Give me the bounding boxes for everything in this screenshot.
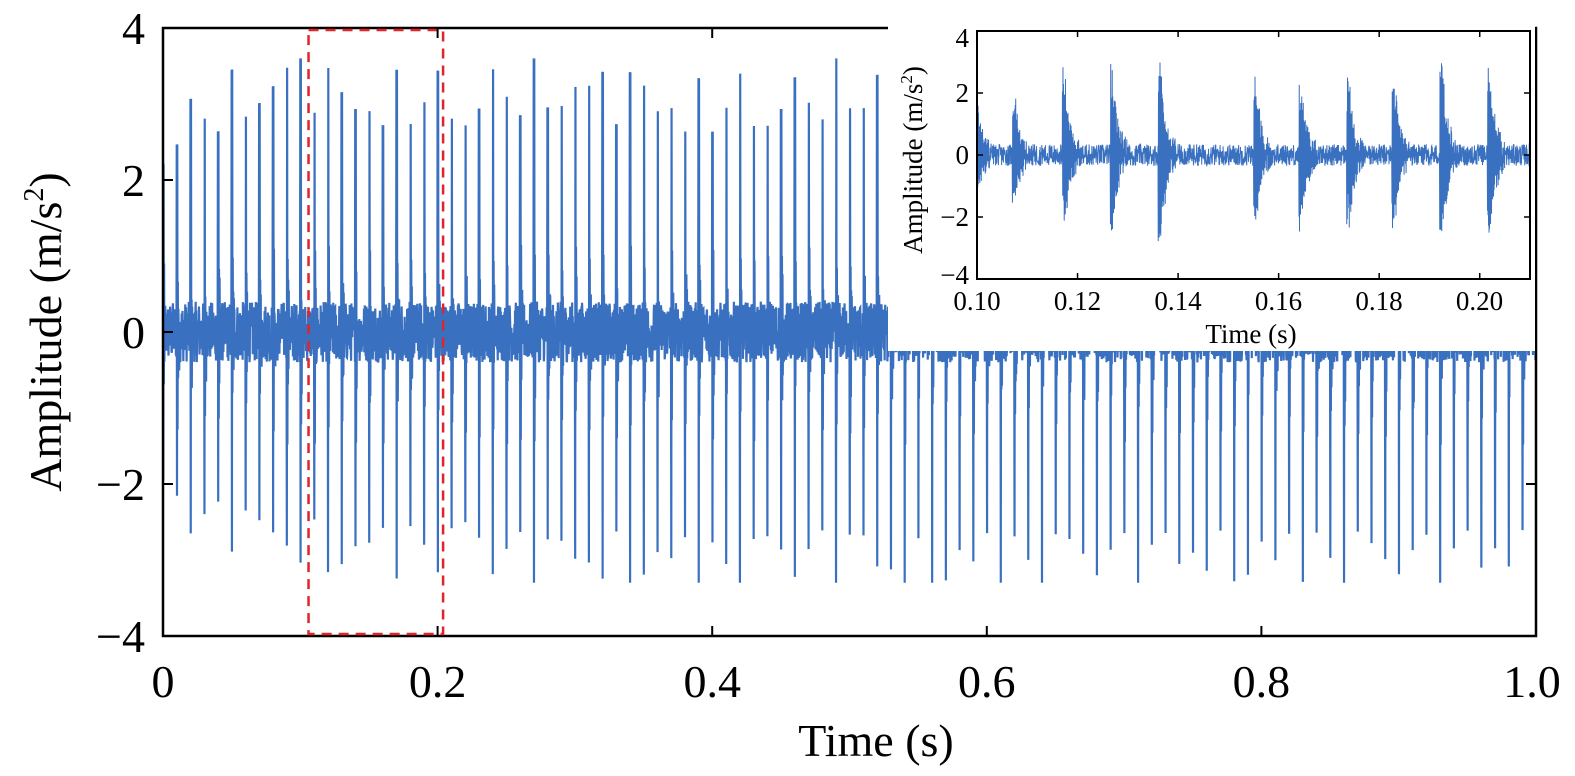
inset-x-tick-label: 0.18 [1355,286,1402,316]
inset-x-tick-label: 0.20 [1456,286,1503,316]
x-tick-label: 1.0 [1503,656,1561,707]
x-tick-label: 0 [152,656,175,707]
x-axis-label: Time (s) [798,715,954,766]
inset-x-tick-label: 0.14 [1154,286,1202,316]
inset-y-tick-label: 0 [956,140,970,170]
y-tick-label: 0 [122,307,145,358]
y-tick-label: −4 [96,611,145,662]
inset-background [888,16,1535,351]
inset-x-tick-label: 0.16 [1255,286,1302,316]
x-tick-label: 0.4 [683,656,741,707]
x-tick-label: 0.8 [1233,656,1291,707]
x-tick-label: 0.6 [958,656,1016,707]
y-tick-label: −2 [96,459,145,510]
y-axis-label: Amplitude (m/s2) [19,172,71,491]
inset-y-tick-label: 2 [956,78,970,108]
inset-y-tick-label: −4 [940,260,969,290]
inset-plot: 4 2 0 −2 −4 0.10 0.12 0.14 0.16 0.18 0.2… [888,16,1535,351]
y-tick-label: 2 [122,155,145,206]
inset-tick-marks [976,30,1530,280]
inset-y-tick-label: −2 [940,202,969,232]
inset-x-axis-label: Time (s) [1205,319,1296,349]
inset-signal-line [977,62,1530,242]
inset-x-tick-label: 0.10 [953,286,1000,316]
highlight-region-box [307,28,445,636]
inset-signal-series [977,62,1530,242]
inset-y-tick-label: 4 [956,23,970,53]
x-tick-label: 0.2 [409,656,467,707]
y-tick-label: 4 [122,3,145,54]
main-plot: 4 2 0 −2 −4 0 0.2 0.4 0.6 0.8 1.0 Time (… [19,3,1561,766]
inset-y-axis-label: Amplitude (m/s2) [897,66,928,254]
inset-x-tick-label: 0.12 [1054,286,1101,316]
